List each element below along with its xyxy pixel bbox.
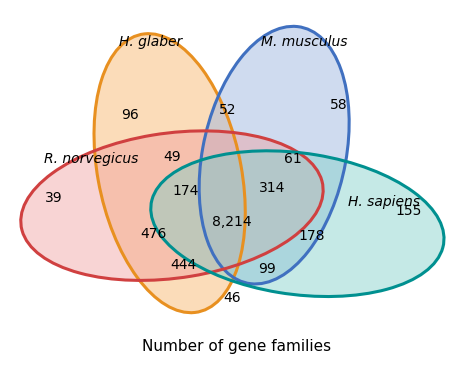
Text: 444: 444 (171, 258, 197, 272)
Text: 174: 174 (173, 184, 199, 198)
Text: R. norvegicus: R. norvegicus (44, 152, 138, 166)
Ellipse shape (151, 151, 444, 297)
Text: 178: 178 (298, 229, 325, 243)
Text: 52: 52 (219, 103, 237, 117)
Text: 99: 99 (258, 262, 276, 276)
Ellipse shape (94, 34, 245, 313)
Text: 8,214: 8,214 (211, 215, 251, 229)
Text: 314: 314 (259, 181, 285, 195)
Text: Number of gene families: Number of gene families (143, 339, 331, 354)
Text: H. glaber: H. glaber (119, 35, 182, 49)
Text: 476: 476 (140, 227, 166, 241)
Ellipse shape (199, 26, 349, 284)
Text: 96: 96 (121, 109, 139, 123)
Text: H. sapiens: H. sapiens (348, 195, 420, 209)
Text: M. musculus: M. musculus (261, 35, 347, 49)
Text: 49: 49 (163, 150, 181, 164)
Text: 58: 58 (330, 98, 348, 112)
Text: 61: 61 (284, 152, 301, 166)
Ellipse shape (21, 131, 323, 280)
Text: 46: 46 (224, 291, 241, 305)
Text: 39: 39 (45, 191, 62, 205)
Text: 155: 155 (396, 204, 422, 218)
